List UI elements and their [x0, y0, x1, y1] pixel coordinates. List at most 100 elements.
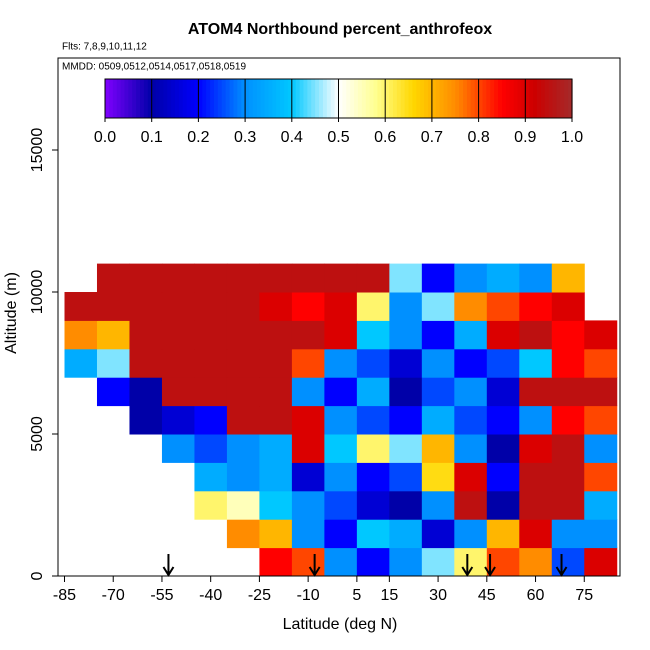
- heatmap-cell: [551, 547, 585, 577]
- heatmap-cell: [584, 320, 618, 350]
- colorbar-swatch: [490, 79, 495, 118]
- colorbar-swatch: [416, 79, 421, 118]
- colorbar-swatch: [513, 79, 519, 118]
- x-tick-label: -25: [248, 587, 271, 604]
- heatmap-cell: [96, 320, 130, 350]
- heatmap-cell: [259, 462, 293, 492]
- colorbar-swatch: [132, 79, 137, 118]
- heatmap-cell: [356, 292, 390, 321]
- colorbar-swatch: [315, 79, 320, 118]
- colorbar-tick-label: 0.0: [94, 129, 116, 146]
- heatmap-cell: [454, 462, 488, 492]
- colorbar-swatch: [108, 79, 114, 118]
- colorbar-swatch: [112, 79, 118, 118]
- arrow-head: [484, 566, 496, 577]
- colorbar-tick-label: 1.0: [561, 129, 583, 146]
- colorbar-swatch: [284, 79, 289, 118]
- colorbar-swatch: [564, 79, 569, 118]
- arrow-head: [555, 566, 568, 577]
- heatmap-cell: [324, 348, 358, 378]
- heatmap-cell: [226, 519, 260, 549]
- colorbar-swatch: [194, 79, 199, 118]
- colorbar-swatch: [186, 79, 192, 118]
- annotation: MMDD: 0509,0512,0514,0517,0518,0519: [62, 62, 246, 73]
- heatmap-cell: [421, 320, 455, 350]
- y-tick-label: 0: [29, 571, 46, 580]
- colorbar-swatch: [482, 79, 487, 118]
- colorbar-swatch: [466, 79, 472, 118]
- colorbar-swatch: [159, 79, 164, 118]
- heatmap-cell: [64, 292, 98, 321]
- heatmap-cell: [486, 519, 520, 549]
- heatmap-cell: [129, 348, 163, 378]
- heatmap-cell: [161, 348, 195, 378]
- colorbar-swatch: [408, 79, 414, 118]
- colorbar-swatch: [225, 79, 231, 118]
- heatmap-cell: [389, 434, 423, 463]
- colorbar-swatch: [369, 79, 375, 118]
- colorbar-swatch: [287, 79, 293, 118]
- colorbar-swatch: [210, 79, 215, 118]
- colorbar-tick-label: 0.9: [514, 129, 536, 146]
- colorbar-swatch: [486, 79, 491, 118]
- heatmap-cell: [584, 547, 618, 577]
- heatmap-cell: [389, 320, 423, 350]
- colorbar-swatch: [151, 79, 157, 118]
- heatmap-cell: [519, 377, 553, 407]
- colorbar-swatch: [396, 79, 402, 118]
- heatmap-cell: [194, 292, 228, 321]
- x-axis-label: Latitude (deg N): [283, 616, 398, 633]
- heatmap-cell: [96, 263, 130, 293]
- heatmap-cell: [161, 292, 195, 321]
- colorbar-swatch: [447, 79, 452, 118]
- heatmap-cell: [324, 292, 358, 321]
- colorbar-swatch: [252, 79, 258, 118]
- heatmap-cell: [226, 292, 260, 321]
- colorbar-swatch: [381, 79, 386, 118]
- colorbar-swatch: [459, 79, 464, 118]
- heatmap-cell: [551, 292, 585, 321]
- colorbar-swatch: [392, 79, 398, 118]
- heatmap-cell: [259, 405, 293, 435]
- heatmap-cell: [259, 292, 293, 321]
- heatmap-cell: [259, 377, 293, 407]
- colorbar-swatch: [175, 79, 180, 118]
- colorbar-swatch: [498, 79, 503, 118]
- heatmap-cell: [454, 292, 488, 321]
- heatmap-cell: [324, 405, 358, 435]
- colorbar-swatch: [237, 79, 242, 118]
- colorbar-swatch: [245, 79, 250, 118]
- heatmap-cell: [519, 320, 553, 350]
- heatmap-cell: [291, 292, 325, 321]
- heatmap-cell: [486, 490, 520, 520]
- heatmap-cell: [389, 263, 423, 293]
- heatmap-cell: [161, 320, 195, 350]
- heatmap-cell: [551, 263, 585, 293]
- heatmap-cell: [519, 434, 553, 463]
- colorbar-swatch: [365, 79, 371, 118]
- x-tick-label: -10: [297, 587, 320, 604]
- heatmap-cell: [421, 462, 455, 492]
- colorbar-swatch: [198, 79, 203, 118]
- x-tick-label: -85: [53, 587, 76, 604]
- heatmap-cell: [324, 490, 358, 520]
- y-tick-label: 10000: [29, 270, 46, 315]
- heatmap-cell: [161, 434, 195, 463]
- colorbar-swatch: [517, 79, 523, 118]
- colorbar-tick-label: 0.1: [141, 129, 163, 146]
- colorbar-swatch: [202, 79, 207, 118]
- heatmap-cell: [129, 263, 163, 293]
- colorbar-swatch: [268, 79, 273, 118]
- colorbar-swatch: [140, 79, 145, 118]
- heatmap-cell: [421, 263, 455, 293]
- heatmap-cell: [291, 547, 325, 577]
- heatmap-cell: [259, 348, 293, 378]
- colorbar-tick-label: 0.7: [421, 129, 443, 146]
- heatmap-cell: [389, 377, 423, 407]
- colorbar-swatch: [400, 79, 406, 118]
- colorbar-swatch: [346, 79, 351, 118]
- heatmap-cell: [291, 519, 325, 549]
- heatmap-cell: [96, 377, 130, 407]
- colorbar-tick-label: 0.4: [281, 129, 303, 146]
- colorbar-swatch: [182, 79, 188, 118]
